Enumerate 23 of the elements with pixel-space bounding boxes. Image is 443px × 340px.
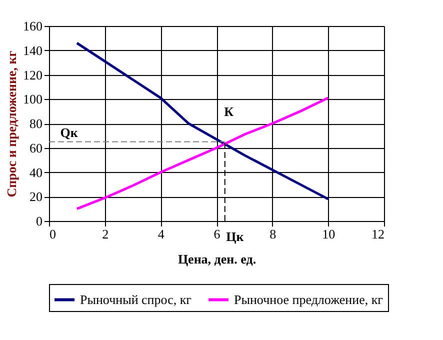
y-tick-label: 40 — [30, 164, 42, 180]
legend-label: Рыночный спрос, кг — [80, 292, 192, 307]
legend-label: Рыночное предложение, кг — [234, 292, 384, 307]
x-tick-label: 2 — [102, 226, 109, 242]
y-tick-label: 160 — [23, 18, 42, 34]
x-tick-label: 12 — [372, 226, 384, 242]
x-tick-label: 8 — [270, 226, 276, 242]
y-tick-label: 80 — [30, 116, 42, 131]
y-tick-label: 140 — [23, 42, 42, 58]
y-tick-label: 100 — [23, 92, 42, 107]
x-axis-title: Цена, ден. ед. — [178, 252, 256, 266]
text: Цк — [226, 229, 244, 244]
x-tick-label: 4 — [158, 226, 165, 242]
y-tick-label: 120 — [23, 67, 42, 82]
annotation: К — [224, 104, 234, 119]
x-tick-label: 0 — [50, 226, 56, 242]
y-tick-label: 20 — [30, 189, 42, 204]
x-tick-label: 10 — [322, 226, 336, 242]
annotation: Qк — [60, 124, 78, 140]
x-tick-label: 6 — [214, 226, 221, 242]
y-tick-label: 60 — [30, 140, 42, 156]
y-tick-label: 0 — [36, 214, 42, 228]
y-axis-title: Спрос и предложение, кг — [4, 50, 19, 198]
